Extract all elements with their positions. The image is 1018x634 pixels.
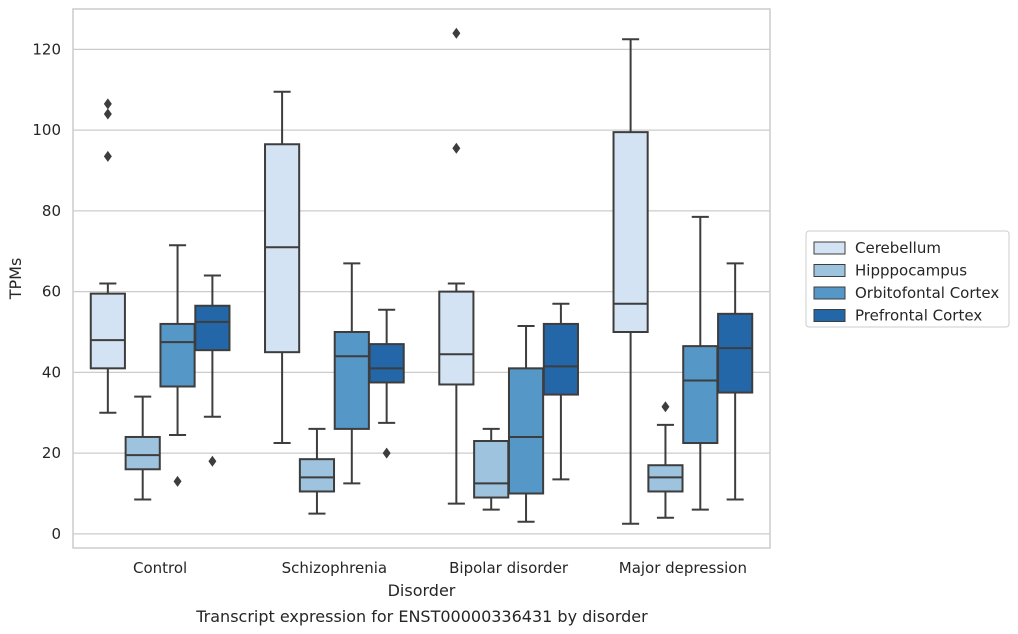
- x-tick-labels: Control Schizophrenia Bipolar disorder Majo…: [133, 559, 747, 577]
- legend: Cerebellum Hipppocampus Orbitofontal Corte…: [805, 230, 1010, 328]
- legend-swatch: [813, 286, 846, 300]
- box-group: [647, 401, 684, 519]
- x-tick-label: Major depression: [619, 559, 747, 577]
- legend-label: Cerebellum: [855, 239, 941, 257]
- outlier-point: [103, 150, 112, 162]
- box-group: [717, 262, 754, 501]
- box-group: [89, 98, 126, 414]
- outlier-point: [452, 142, 461, 154]
- legend-swatch: [813, 309, 846, 322]
- box: [368, 343, 405, 384]
- y-tick-label: 120: [32, 40, 61, 58]
- legend-label: Prefrontal Cortex: [855, 307, 982, 325]
- box-group: [473, 427, 510, 511]
- outlier-point: [103, 98, 112, 110]
- box: [124, 435, 161, 471]
- box: [89, 292, 126, 370]
- legend-label: Hipppocampus: [855, 262, 967, 280]
- legend-swatch: [813, 264, 846, 277]
- box: [507, 367, 545, 495]
- box: [194, 304, 231, 352]
- box-group: [298, 427, 336, 515]
- box-layer: [89, 27, 754, 525]
- y-tick-label: 0: [51, 525, 61, 543]
- legend-frame: [805, 230, 1010, 328]
- box-group: [124, 395, 161, 501]
- box: [682, 345, 719, 445]
- box: [612, 131, 649, 333]
- box: [159, 322, 196, 388]
- box: [717, 312, 754, 394]
- x-axis-label: Disorder: [388, 581, 456, 600]
- box: [298, 458, 336, 493]
- x-tick-label: Control: [133, 559, 187, 577]
- box: [264, 143, 301, 354]
- box-group: [368, 308, 405, 459]
- box: [438, 290, 475, 386]
- outlier-point: [452, 27, 461, 39]
- box: [473, 440, 510, 499]
- box-group: [333, 262, 370, 485]
- outlier-point: [208, 455, 217, 467]
- box-group: [507, 324, 545, 523]
- outlier-point: [382, 447, 391, 459]
- plot-frame: [72, 8, 771, 549]
- box-group: [438, 27, 475, 505]
- box-group: [612, 38, 649, 525]
- chart-title: Transcript expression for ENST0000033643…: [195, 607, 648, 626]
- outlier-point: [103, 108, 112, 120]
- y-tick-labels: 0 20 40 60 80 100 120: [32, 40, 61, 542]
- box-group: [194, 274, 231, 467]
- y-axis-label: TPMs: [6, 258, 25, 301]
- box: [542, 322, 579, 396]
- box-group: [159, 244, 196, 487]
- legend-swatch: [813, 241, 846, 255]
- x-tick-label: Schizophrenia: [282, 559, 387, 577]
- y-tick-label: 60: [42, 283, 61, 301]
- box-group: [682, 215, 719, 511]
- legend-label: Orbitofontal Cortex: [855, 284, 999, 302]
- outlier-point: [661, 401, 670, 413]
- y-tick-label: 40: [42, 363, 61, 381]
- box: [647, 464, 684, 493]
- outlier-point: [173, 475, 182, 487]
- box: [333, 330, 370, 430]
- box-group: [264, 90, 301, 445]
- y-tick-label: 80: [42, 202, 61, 220]
- y-tick-label: 20: [42, 444, 61, 462]
- x-tick-label: Bipolar disorder: [449, 559, 569, 577]
- box-group: [542, 302, 579, 481]
- y-tick-label: 100: [32, 121, 61, 139]
